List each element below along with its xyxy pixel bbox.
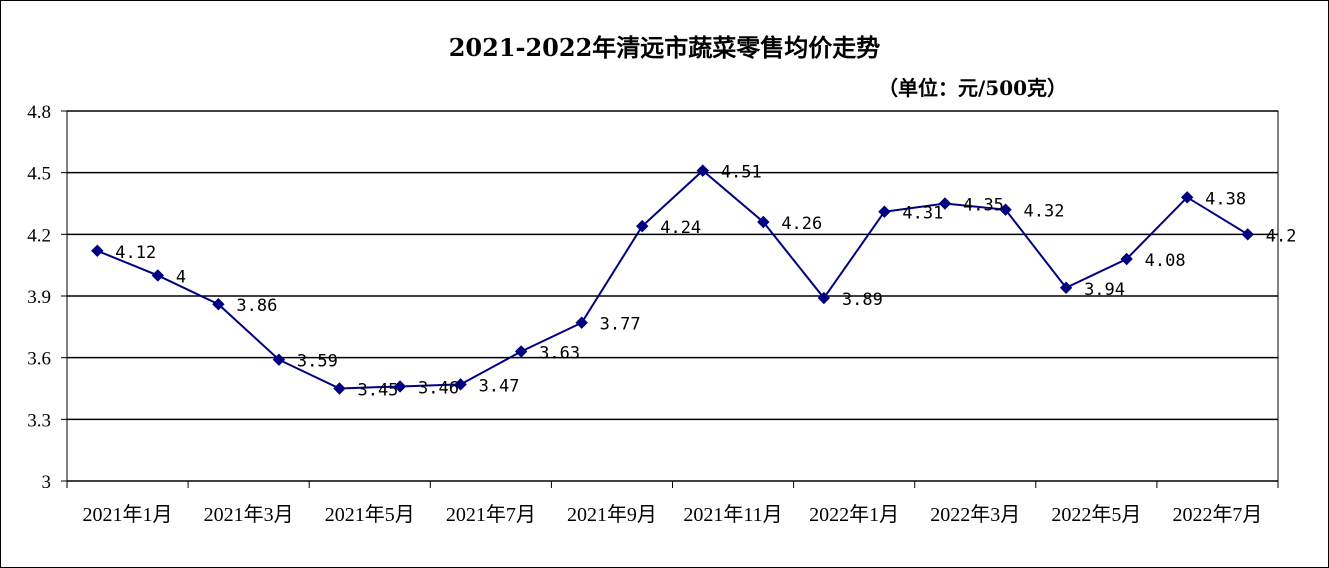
x-tick-label: 2022年7月 (1172, 503, 1262, 526)
x-tick-label: 2021年11月 (683, 503, 782, 526)
x-tick-label: 2021年9月 (567, 503, 657, 526)
data-point-marker (1180, 191, 1194, 204)
data-label: 4.31 (902, 204, 943, 224)
data-point-marker (817, 291, 831, 305)
y-tick-label: 3.6 (27, 349, 51, 370)
data-point-marker (636, 219, 649, 233)
data-point-marker (696, 164, 709, 177)
x-tick-label: 2021年5月 (325, 503, 415, 526)
data-point-marker (272, 353, 286, 366)
x-tick-label: 2021年1月 (83, 503, 173, 526)
data-label: 4.51 (721, 163, 762, 183)
data-point-marker (212, 298, 225, 311)
data-label: 4 (176, 267, 186, 287)
data-label: 4.26 (781, 214, 822, 234)
x-axis-ticks: 2021年1月 2021年3月 2021年5月 2021年7月 2021年9月 2021年… (66, 481, 1279, 526)
series (91, 164, 1254, 395)
data-point-marker (514, 345, 528, 358)
data-label: 3.89 (842, 290, 883, 310)
data-label: 3.59 (297, 352, 338, 372)
data-label: 3.46 (418, 378, 459, 398)
data-label: 4.12 (115, 243, 156, 263)
data-label: 4.32 (1024, 202, 1065, 222)
data-point-marker (454, 378, 467, 391)
data-label: 4.08 (1145, 251, 1186, 271)
data-point-marker (878, 205, 891, 218)
x-tick-label: 2022年3月 (930, 503, 1020, 526)
data-label: 3.45 (357, 381, 398, 401)
data-label: 4.24 (660, 218, 701, 238)
data-label: 3.94 (1084, 280, 1125, 300)
x-tick-label: 2021年7月 (446, 503, 536, 526)
data-label: 3.63 (539, 344, 580, 364)
y-tick-label: 4.8 (27, 102, 51, 123)
data-point-marker (575, 316, 588, 329)
gridlines (67, 110, 1278, 421)
data-label: 4.2 (1266, 226, 1297, 246)
y-tick-label: 3.3 (27, 410, 51, 431)
y-axis-ticks: 3 3.3 3.6 3.9 4.2 4.5 4.8 (27, 102, 67, 493)
y-tick-label: 3 (42, 472, 52, 493)
data-label: 3.77 (600, 315, 641, 335)
series-line (96, 169, 1249, 390)
data-labels: 4.12 4 3.86 3.59 3.45 3.46 3.47 3.63 3.77 4.24 4.5… (115, 163, 1296, 401)
data-point-marker (938, 197, 952, 210)
data-point-marker (757, 215, 770, 229)
x-tick-label: 2022年5月 (1051, 503, 1141, 526)
x-tick-label: 2021年3月 (204, 503, 294, 526)
y-tick-label: 3.9 (27, 287, 51, 308)
data-label: 3.47 (479, 376, 520, 396)
data-label: 4.35 (963, 196, 1004, 216)
data-label: 3.86 (236, 296, 277, 316)
data-point-marker (1059, 281, 1073, 294)
y-tick-label: 4.5 (27, 164, 51, 185)
x-tick-label: 2022年1月 (809, 503, 899, 526)
data-point-marker (333, 382, 346, 395)
y-tick-label: 4.2 (27, 225, 51, 246)
data-point-marker (999, 203, 1012, 216)
data-point-marker (91, 244, 104, 257)
data-point-marker (1241, 228, 1254, 241)
data-point-marker (151, 269, 165, 282)
chart-title: 2021-2022年清远市蔬菜零售均价走势 (448, 33, 881, 62)
data-label: 4.38 (1205, 189, 1246, 209)
data-point-marker (393, 380, 407, 393)
chart-unit-label: （单位：元/500克） (878, 76, 1068, 100)
data-point-marker (1120, 252, 1133, 266)
